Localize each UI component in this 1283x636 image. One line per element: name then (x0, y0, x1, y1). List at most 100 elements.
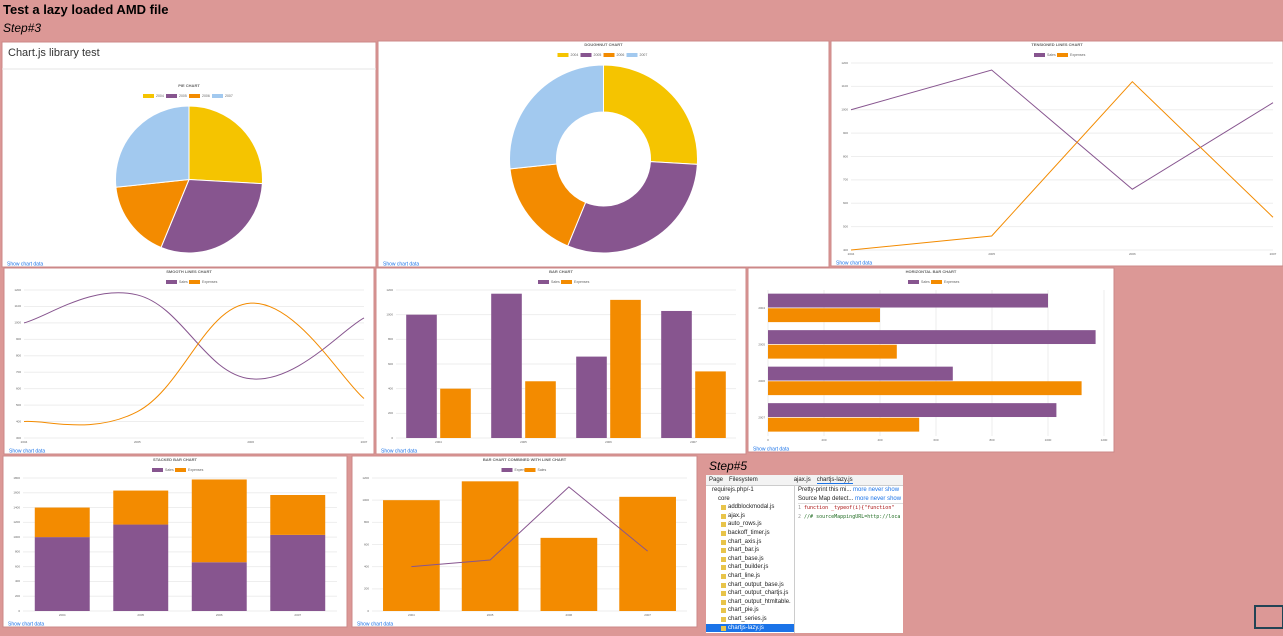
y-tick-label: 400 (15, 579, 20, 583)
y-tick-label: 1200 (386, 288, 393, 292)
slice (509, 64, 604, 170)
file[interactable]: chart_base.js (706, 555, 794, 564)
file[interactable]: chart_pie.js (706, 606, 794, 615)
code: //# sourceMappingURL=http://loca (804, 513, 901, 520)
show-data-link[interactable]: Show chart data (383, 261, 419, 267)
tab[interactable]: chartjs-lazy.js (816, 476, 853, 484)
file[interactable]: chart_bar.js (706, 546, 794, 555)
chart-title: SMOOTH LINES CHART (166, 269, 212, 274)
y-tick-label: 900 (843, 131, 848, 135)
line (23, 302, 365, 426)
link[interactable]: more (853, 487, 867, 493)
file[interactable]: chart_series.js (706, 615, 794, 624)
bar (768, 417, 920, 432)
legend-swatch (626, 53, 638, 57)
bar (768, 293, 1048, 308)
y-tick-label: 1600 (13, 491, 20, 495)
x-tick-label: 2004 (59, 613, 66, 617)
chart-title: TENSIONED LINES CHART (1031, 42, 1083, 47)
file-tree: requirejs.php/-1 core addblockmodal.js aj… (706, 486, 795, 633)
file[interactable]: chart_builder.js (706, 563, 794, 572)
chart-panel (830, 40, 1283, 267)
legend-label: 2006 (202, 94, 210, 98)
file[interactable]: chart_output_base.js (706, 581, 794, 590)
y-tick-label: 500 (16, 403, 21, 407)
x-tick-label: 800 (989, 438, 994, 442)
x-tick-label: 2006 (1129, 252, 1136, 256)
bar (695, 371, 726, 438)
y-tick-label: 2005 (758, 343, 765, 347)
y-tick-label: 1000 (13, 535, 20, 539)
tab[interactable]: ajax.js (793, 477, 811, 483)
x-tick-label: 2007 (1270, 252, 1277, 256)
tab[interactable]: Page (709, 477, 724, 483)
x-tick-label: 1000 (1045, 438, 1052, 442)
file[interactable]: chart_output_htmltable. (706, 598, 794, 607)
show-data-link[interactable]: Show chart data (753, 446, 789, 452)
bar (525, 381, 556, 438)
y-tick-label: 500 (843, 224, 848, 228)
show-data-link[interactable]: Show chart data (9, 448, 45, 454)
y-tick-label: 1800 (13, 476, 20, 480)
legend-label: Sales (921, 280, 930, 284)
step-label: Step#3 (3, 21, 42, 35)
y-tick-label: 300 (16, 436, 21, 440)
file[interactable]: backoff_timer.js (706, 529, 794, 538)
file[interactable]: chart_line.js (706, 572, 794, 581)
legend-swatch (175, 468, 186, 472)
y-tick-label: 0 (18, 609, 20, 613)
legend-swatch (524, 468, 536, 472)
x-tick-label: 2005 (134, 440, 141, 444)
show-data-link[interactable]: Show chart data (381, 448, 417, 454)
legend-label: Expenses (944, 280, 960, 284)
tree-root[interactable]: requirejs.php/-1 (712, 487, 754, 493)
legend-swatch (603, 53, 615, 57)
code-pane: Pretty-print this mi... more never show … (798, 486, 903, 633)
file[interactable]: chartjs-lazy.js (706, 623, 794, 633)
file[interactable]: chart_axis.js (706, 538, 794, 547)
file[interactable]: chart_output_chartjs.js (706, 589, 794, 598)
legend-label: 2004 (571, 53, 579, 57)
show-data-link[interactable]: Show chart data (7, 261, 43, 267)
legend-label: Expenses (574, 280, 590, 284)
y-tick-label: 1400 (13, 505, 20, 509)
file[interactable]: addblockmodal.js (706, 503, 794, 512)
legend-swatch (557, 53, 569, 57)
file[interactable]: ajax.js (706, 512, 794, 521)
y-tick-label: 0 (391, 436, 393, 440)
x-tick-label: 2005 (137, 613, 144, 617)
show-data-link[interactable]: Show chart data (357, 621, 393, 627)
x-tick-label: 2007 (294, 613, 301, 617)
file[interactable]: auto_rows.js (706, 520, 794, 529)
y-tick-label: 800 (16, 354, 21, 358)
devtools: Page Filesystem ajax.js chartjs-lazy.js … (706, 475, 903, 633)
show-data-link[interactable]: Show chart data (836, 260, 872, 266)
x-tick-label: 2006 (566, 613, 573, 617)
bar (768, 366, 953, 381)
bar (540, 537, 598, 611)
slice (603, 64, 698, 165)
x-tick-label: 2005 (988, 252, 995, 256)
bar (619, 496, 676, 611)
legend-swatch (561, 280, 572, 284)
link[interactable]: never show (870, 495, 902, 502)
chart-title: BAR CHART COMBINED WITH LINE CHART (483, 457, 567, 462)
y-tick-label: 800 (388, 337, 393, 341)
legend-swatch (143, 94, 154, 98)
link[interactable]: never show (868, 487, 900, 493)
y-tick-label: 0 (367, 609, 369, 613)
y-tick-label: 200 (364, 587, 369, 591)
code-line: 1 function _typeof(i){"function" (798, 504, 903, 513)
link[interactable]: more (855, 495, 869, 502)
slice (160, 178, 263, 254)
tree-folder[interactable]: core (718, 495, 730, 502)
bar (383, 500, 440, 611)
tab[interactable]: Filesystem (729, 477, 758, 483)
legend-swatch (152, 468, 163, 472)
show-data-link[interactable]: Show chart data (8, 621, 44, 627)
legend-label: 2005 (179, 94, 187, 98)
slice (188, 105, 263, 185)
bar (406, 314, 437, 438)
y-tick-label: 600 (15, 564, 20, 568)
